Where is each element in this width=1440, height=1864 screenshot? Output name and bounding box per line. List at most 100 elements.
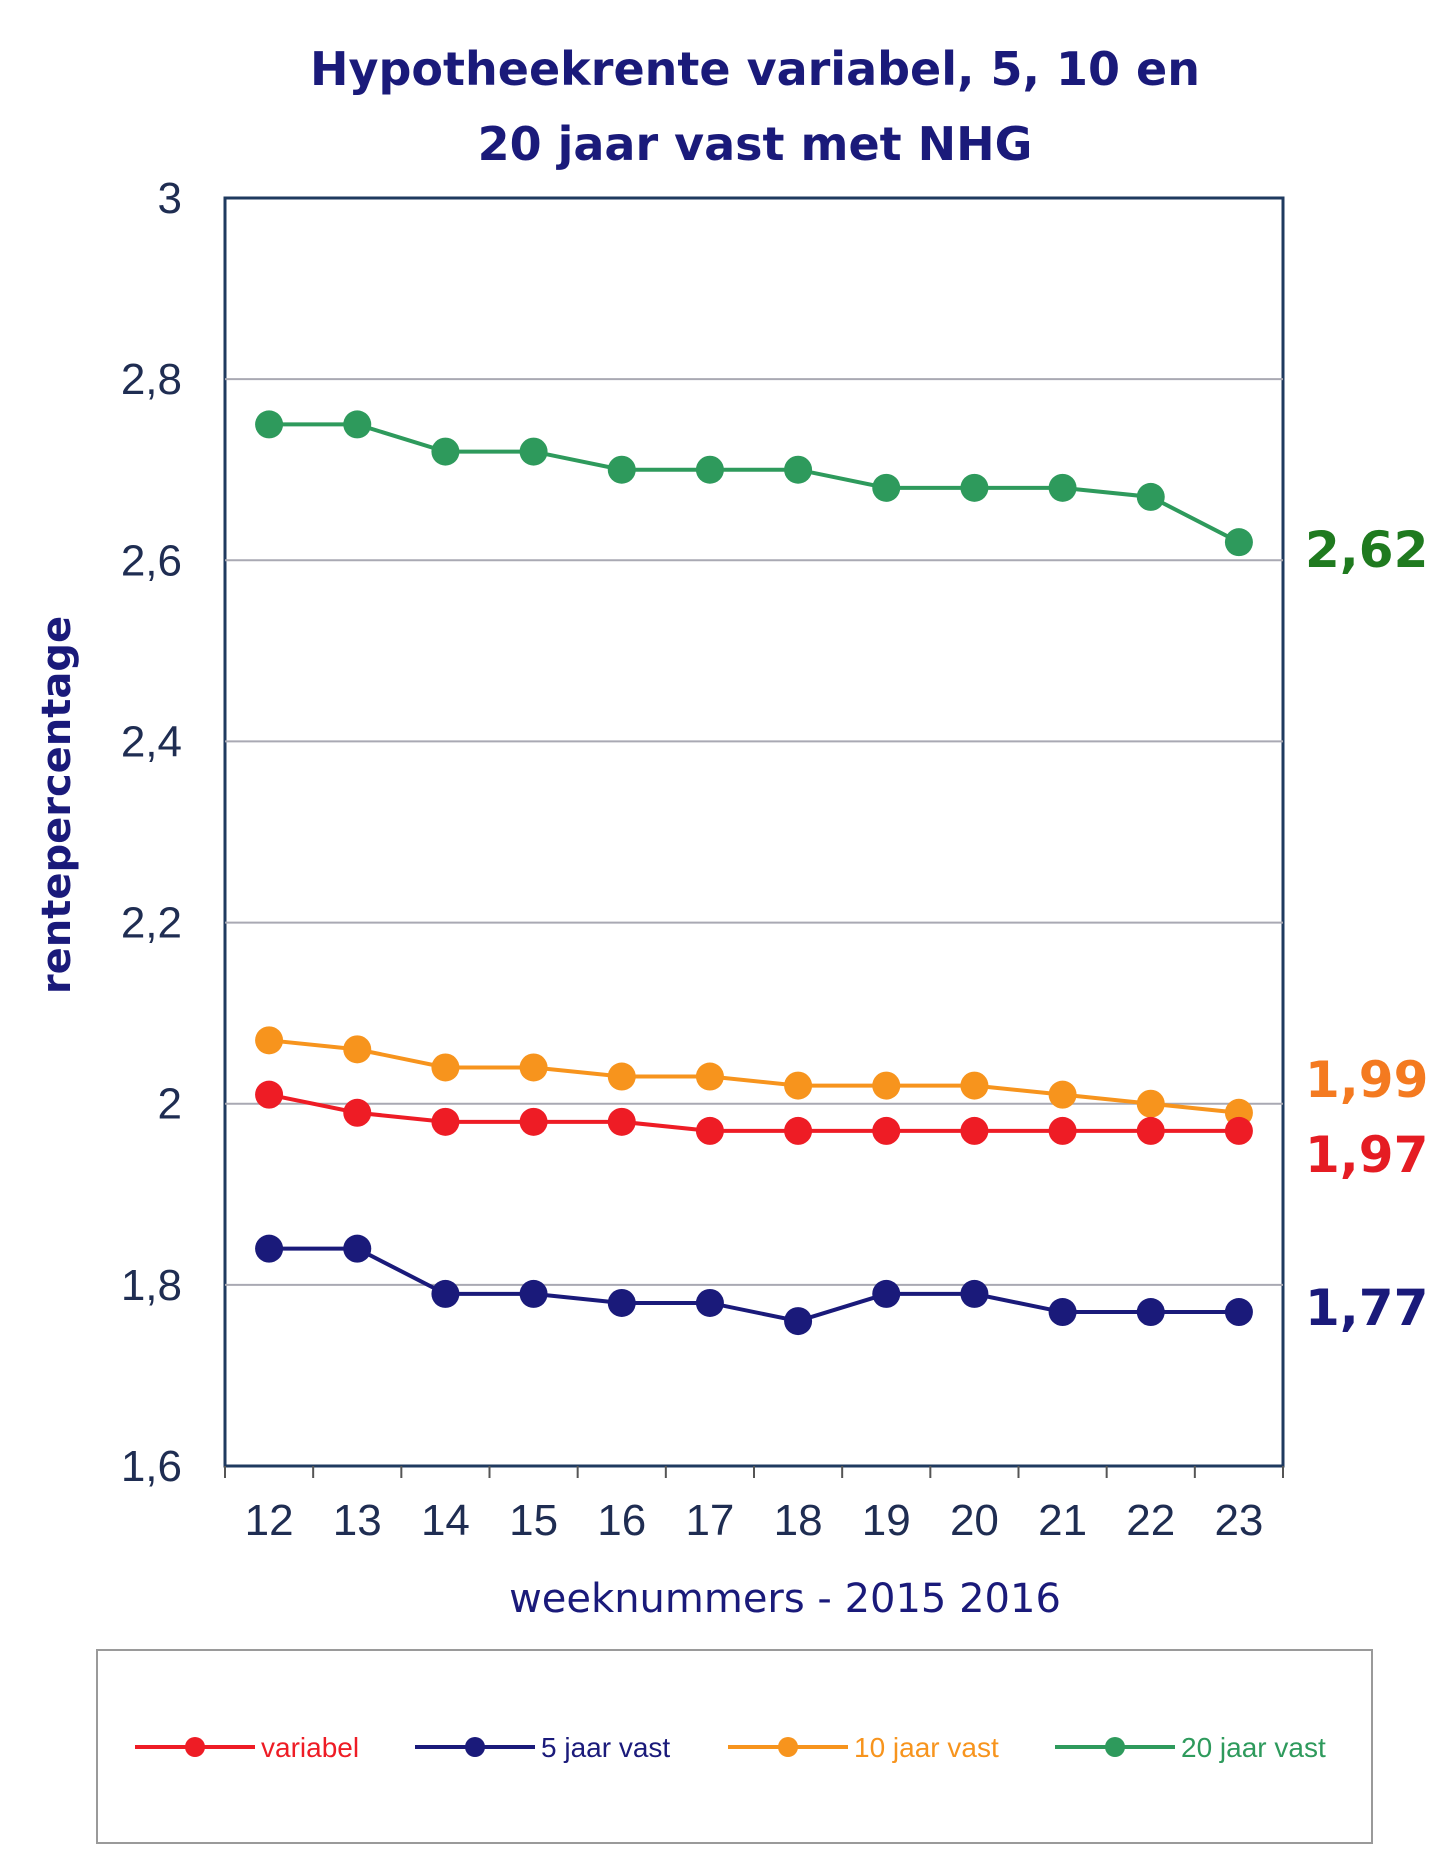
- data-point: [784, 1116, 813, 1145]
- x-axis-ticks: 12 13 14 15 16 17 18 19 20 21 22 23: [224, 1466, 1284, 1545]
- legend-item: 10 jaar vast: [728, 1732, 999, 1763]
- chart-title: Hypotheekrente variabel, 5, 10 en 20 jaa…: [310, 42, 1200, 171]
- x-tick-label: 17: [685, 1496, 734, 1545]
- data-point: [872, 473, 901, 502]
- data-point: [607, 1288, 636, 1317]
- y-tick-label: 3: [158, 174, 182, 223]
- legend: variabel 5 jaar vast 10 jaar vast 20 jaar v…: [135, 1732, 1326, 1763]
- data-point: [1048, 1298, 1077, 1327]
- series-line: [269, 422, 1240, 544]
- data-point: [431, 1279, 460, 1308]
- y-tick-label: 1,8: [121, 1261, 182, 1310]
- legend-swatch-marker: [1105, 1737, 1125, 1757]
- x-tick-label: 20: [950, 1496, 999, 1545]
- legend-item: 20 jaar vast: [1055, 1732, 1326, 1763]
- y-tick-label: 2,4: [121, 717, 182, 766]
- y-tick-label: 2,2: [121, 899, 182, 948]
- chart-title-line-1: Hypotheekrente variabel, 5, 10 en: [310, 42, 1200, 96]
- series-20-jaar-vast: [255, 410, 1253, 557]
- x-tick-label: 18: [774, 1496, 823, 1545]
- data-point: [255, 1234, 284, 1263]
- data-point: [695, 1116, 724, 1145]
- legend-label: 5 jaar vast: [541, 1732, 670, 1763]
- data-point: [343, 1234, 372, 1263]
- data-point: [343, 1098, 372, 1127]
- legend-item: 5 jaar vast: [415, 1732, 670, 1763]
- data-point: [1224, 528, 1253, 557]
- legend-label: 20 jaar vast: [1181, 1732, 1326, 1763]
- y-axis-ticks: 1,6 1,8 2 2,2 2,4 2,6 2,8 3: [121, 174, 182, 1491]
- legend-item: variabel: [135, 1732, 359, 1763]
- data-point: [1136, 1298, 1165, 1327]
- data-point: [519, 1279, 548, 1308]
- series-lines: [255, 410, 1253, 1336]
- data-point: [695, 1288, 724, 1317]
- plot-area: [223, 196, 1285, 1468]
- data-point: [872, 1116, 901, 1145]
- end-labels: 1,97 1,77 1,99 2,62: [1305, 521, 1428, 1337]
- data-point: [255, 410, 284, 439]
- data-point: [343, 410, 372, 439]
- data-point: [784, 1307, 813, 1336]
- end-label: 2,62: [1305, 521, 1428, 579]
- series-line: [268, 1038, 1240, 1115]
- end-label: 1,77: [1305, 1279, 1428, 1337]
- y-tick-label: 2,6: [121, 536, 182, 585]
- data-point: [960, 1116, 989, 1145]
- series-10-jaar-vast: [255, 1026, 1253, 1127]
- legend-swatch-marker: [778, 1737, 798, 1757]
- x-tick-label: 13: [333, 1496, 382, 1545]
- data-point: [519, 1107, 548, 1136]
- data-point: [1136, 482, 1165, 511]
- x-tick-label: 23: [1214, 1496, 1263, 1545]
- y-tick-label: 2,8: [121, 355, 182, 404]
- data-point: [960, 1071, 989, 1100]
- legend-swatch-marker: [185, 1737, 205, 1757]
- series-variabel: [255, 1080, 1253, 1145]
- data-point: [960, 1279, 989, 1308]
- data-point: [960, 473, 989, 502]
- x-tick-label: 21: [1038, 1496, 1087, 1545]
- data-point: [695, 455, 724, 484]
- x-tick-label: 22: [1126, 1496, 1175, 1545]
- data-point: [872, 1279, 901, 1308]
- x-tick-label: 12: [245, 1496, 294, 1545]
- y-tick-label: 1,6: [121, 1442, 182, 1491]
- legend-swatch-marker: [465, 1737, 485, 1757]
- data-point: [607, 1107, 636, 1136]
- legend-label: variabel: [261, 1732, 359, 1763]
- legend-label: 10 jaar vast: [854, 1732, 999, 1763]
- data-point: [784, 1071, 813, 1100]
- x-tick-label: 19: [862, 1496, 911, 1545]
- x-tick-label: 15: [509, 1496, 558, 1545]
- data-point: [255, 1026, 284, 1055]
- data-point: [1224, 1116, 1253, 1145]
- y-tick-label: 2: [158, 1080, 182, 1129]
- data-point: [1136, 1089, 1165, 1118]
- data-point: [607, 455, 636, 484]
- end-label: 1,99: [1305, 1051, 1428, 1109]
- data-point: [519, 437, 548, 466]
- x-axis-label: weeknummers - 2015 2016: [509, 1576, 1061, 1622]
- data-point: [431, 1053, 460, 1082]
- x-tick-label: 14: [421, 1496, 470, 1545]
- data-point: [431, 437, 460, 466]
- data-point: [784, 455, 813, 484]
- data-point: [343, 1035, 372, 1064]
- data-point: [695, 1062, 724, 1091]
- data-point: [255, 1080, 284, 1109]
- series-line: [269, 1246, 1239, 1324]
- end-label: 1,97: [1305, 1126, 1428, 1184]
- data-point: [1136, 1116, 1165, 1145]
- data-point: [607, 1062, 636, 1091]
- data-point: [1048, 1116, 1077, 1145]
- y-axis-label: rentepercentage: [34, 616, 80, 994]
- data-point: [1048, 1080, 1077, 1109]
- series-5-jaar-vast: [255, 1234, 1253, 1336]
- data-point: [872, 1071, 901, 1100]
- gridlines: [225, 378, 1283, 1286]
- series-line: [268, 1092, 1239, 1133]
- data-point: [1048, 473, 1077, 502]
- chart-title-line-2: 20 jaar vast met NHG: [478, 117, 1033, 171]
